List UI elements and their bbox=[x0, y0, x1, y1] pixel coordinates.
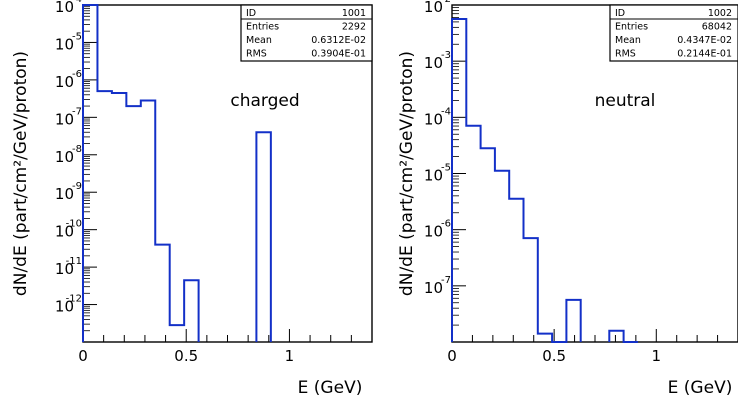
y-tick-exponent: -10 bbox=[66, 219, 82, 230]
y-tick-label: 10 bbox=[424, 167, 443, 185]
stats-key: Mean bbox=[246, 35, 272, 46]
y-tick-exponent: -5 bbox=[441, 163, 451, 174]
y-tick-label: 10 bbox=[424, 0, 443, 16]
y-tick-exponent: -4 bbox=[441, 106, 451, 117]
y-tick-label: 10 bbox=[55, 148, 74, 166]
y-tick-exponent: -6 bbox=[72, 69, 82, 80]
y-tick-label: 10 bbox=[55, 260, 74, 278]
y-tick-label: 10 bbox=[424, 110, 443, 128]
x-tick-label: 0.5 bbox=[174, 347, 198, 365]
x-tick-label: 0.5 bbox=[542, 347, 566, 365]
y-tick-exponent: -3 bbox=[441, 50, 451, 61]
y-tick-label: 10 bbox=[55, 298, 74, 316]
y-axis-label: dN/dE (part/cm²/GeV/proton) bbox=[11, 51, 31, 296]
stats-value: 0.4347E-02 bbox=[677, 35, 732, 46]
y-tick-label: 10 bbox=[55, 35, 74, 53]
stats-box bbox=[609, 4, 738, 62]
stats-value: 68042 bbox=[702, 22, 732, 33]
chart-panel-2: 10-210-310-410-510-610-700.51ID1002Entri… bbox=[397, 0, 738, 398]
x-tick-label: 0 bbox=[78, 347, 88, 365]
histogram-line bbox=[451, 18, 638, 343]
y-tick-exponent: -12 bbox=[66, 294, 82, 305]
stats-key: ID bbox=[246, 8, 256, 19]
stats-key: Mean bbox=[615, 35, 641, 46]
stats-key: ID bbox=[615, 8, 625, 19]
stats-value: 0.2144E-01 bbox=[677, 49, 732, 60]
y-tick-label: 10 bbox=[55, 73, 74, 91]
y-tick-exponent: -7 bbox=[441, 275, 451, 286]
stats-value: 2292 bbox=[342, 22, 366, 33]
stats-value: 1002 bbox=[708, 8, 732, 19]
stats-key: RMS bbox=[615, 49, 636, 60]
y-axis-label: dN/dE (part/cm²/GeV/proton) bbox=[397, 51, 417, 296]
series-annotation: neutral bbox=[595, 91, 656, 111]
stats-value: 0.6312E-02 bbox=[311, 35, 366, 46]
y-tick-exponent: -6 bbox=[441, 219, 451, 230]
y-tick-label: 10 bbox=[424, 279, 443, 297]
y-tick-label: 10 bbox=[55, 223, 74, 241]
series-annotation: charged bbox=[230, 91, 299, 111]
y-tick-exponent: -5 bbox=[72, 31, 82, 42]
x-axis-label: E (GeV) bbox=[298, 378, 363, 398]
y-tick-label: 10 bbox=[424, 223, 443, 241]
x-axis-label: E (GeV) bbox=[668, 378, 733, 398]
stats-key: Entries bbox=[615, 22, 648, 33]
y-tick-label: 10 bbox=[55, 110, 74, 128]
stats-value: 1001 bbox=[342, 8, 366, 19]
stats-value: 0.3904E-01 bbox=[311, 49, 366, 60]
x-tick-label: 1 bbox=[652, 347, 662, 365]
stats-key: RMS bbox=[246, 49, 267, 60]
y-tick-exponent: -8 bbox=[72, 144, 82, 155]
y-tick-label: 10 bbox=[55, 185, 74, 203]
y-tick-exponent: -2 bbox=[441, 0, 451, 5]
y-tick-exponent: -9 bbox=[72, 181, 82, 192]
stats-box bbox=[240, 4, 373, 62]
y-tick-label: 10 bbox=[424, 54, 443, 72]
histogram-line bbox=[82, 4, 272, 342]
stats-key: Entries bbox=[246, 22, 279, 33]
x-tick-label: 0 bbox=[447, 347, 457, 365]
x-tick-label: 1 bbox=[285, 347, 295, 365]
y-tick-label: 10 bbox=[55, 0, 74, 16]
y-tick-exponent: -4 bbox=[72, 0, 82, 5]
y-tick-exponent: -11 bbox=[66, 256, 82, 267]
y-tick-exponent: -7 bbox=[72, 106, 82, 117]
chart-panel-1: 10-410-510-610-710-810-910-1010-1110-120… bbox=[11, 0, 373, 398]
